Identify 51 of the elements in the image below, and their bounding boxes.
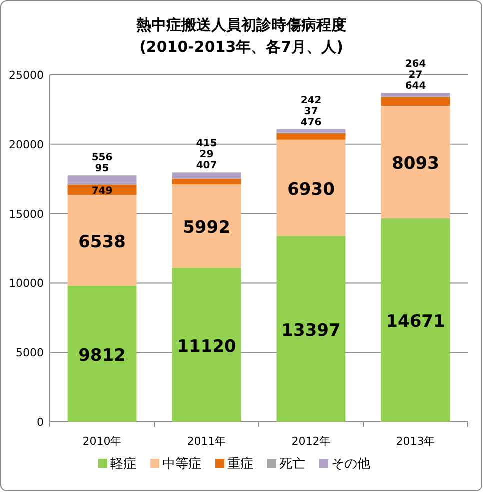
bar — [276, 140, 346, 236]
data-label: 37 — [304, 106, 318, 118]
data-label: 14671 — [386, 312, 446, 332]
bar — [276, 236, 346, 422]
bar — [381, 106, 450, 218]
data-label: 6538 — [78, 232, 126, 252]
bar — [381, 93, 450, 97]
x-tick-label: 2013年 — [396, 435, 436, 448]
data-label: 407 — [196, 160, 218, 172]
y-tick-label: 5000 — [16, 346, 44, 360]
legend-label: その他 — [332, 457, 370, 472]
data-label: 11120 — [177, 336, 236, 357]
legend-label: 重症 — [228, 457, 254, 472]
bar — [381, 218, 450, 422]
data-label: 644 — [405, 81, 426, 92]
data-label: 415 — [196, 138, 218, 150]
data-label: 264 — [405, 59, 426, 70]
data-label: 5992 — [183, 218, 230, 238]
y-tick-label: 25000 — [9, 69, 44, 82]
bar — [172, 184, 242, 268]
data-label: 749 — [92, 186, 113, 197]
bar — [68, 286, 137, 422]
data-label: 95 — [95, 164, 110, 175]
data-label: 13397 — [282, 321, 341, 342]
y-tick-label: 10000 — [9, 277, 44, 290]
chart-subtitle: (2010-2013年、各7月、人) — [140, 38, 344, 56]
bar — [68, 176, 137, 184]
bar — [172, 178, 242, 184]
bar — [68, 195, 137, 286]
data-label: 6930 — [288, 180, 336, 200]
data-label: 29 — [200, 150, 214, 161]
legend-label: 中等症 — [162, 457, 202, 472]
data-label: 27 — [408, 70, 423, 82]
bar — [276, 133, 346, 140]
x-tick-label: 2011年 — [187, 435, 226, 448]
chart-title: 熱中症搬送人員初診時傷病程度 — [136, 16, 346, 34]
data-label: 556 — [92, 152, 113, 164]
bar — [381, 97, 450, 106]
y-tick-label: 15000 — [9, 208, 44, 221]
data-label: 8093 — [392, 154, 440, 174]
x-tick-label: 2012年 — [292, 435, 331, 448]
y-tick-label: 20000 — [9, 138, 44, 152]
bar — [172, 268, 242, 422]
legend-label: 死亡 — [280, 456, 306, 472]
bar — [172, 172, 242, 178]
data-label: 9812 — [78, 346, 126, 366]
data-label: 242 — [300, 95, 322, 106]
data-label: 476 — [300, 117, 322, 128]
legend-label: 軽症 — [110, 457, 136, 472]
x-tick-label: 2010年 — [82, 435, 122, 448]
y-tick-label: 0 — [37, 416, 44, 429]
